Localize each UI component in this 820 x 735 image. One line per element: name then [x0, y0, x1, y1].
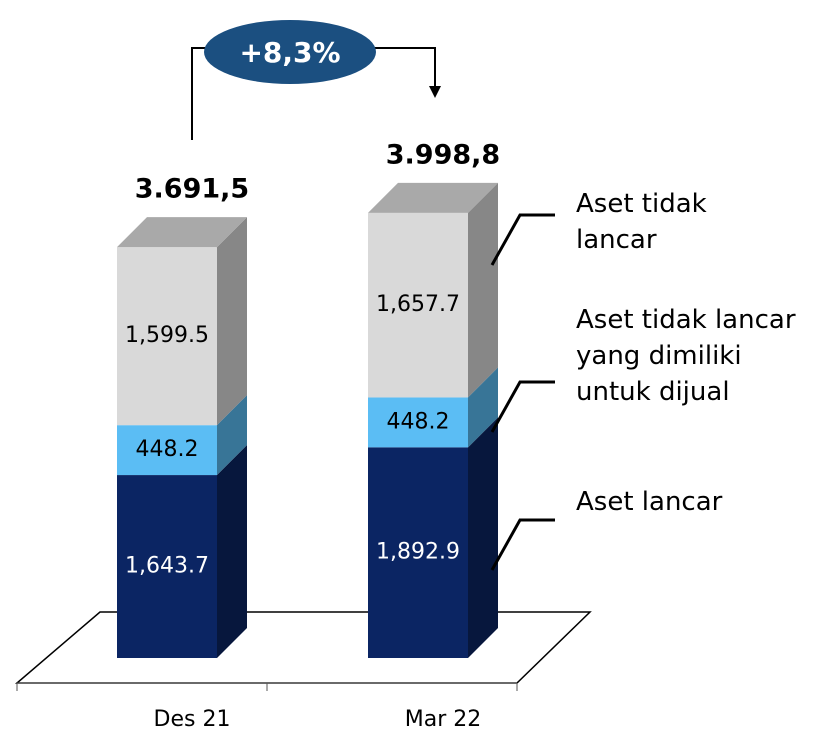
legend-leader — [490, 518, 555, 571]
data-label: 448.2 — [387, 409, 450, 434]
bar-side — [217, 445, 247, 658]
legend-leader — [490, 213, 555, 266]
bar-top — [117, 217, 247, 248]
legend-entry: Aset lancar — [576, 487, 723, 517]
bar-segment — [117, 475, 217, 658]
annotation-badge — [204, 20, 376, 84]
x-tick-label: Mar 22 — [405, 707, 482, 732]
bar-segment — [368, 397, 468, 448]
bar-segment — [117, 247, 217, 426]
bar-side — [468, 367, 498, 448]
legend-entry: Aset tidak lancar yang dimiliki untuk di… — [576, 305, 796, 407]
total-label: 3.998,8 — [386, 139, 500, 170]
legend-leader — [490, 380, 555, 433]
bar-segment — [368, 447, 468, 658]
data-label: 1,892.9 — [376, 540, 460, 565]
bars — [117, 182, 498, 658]
bar-segment — [368, 212, 468, 398]
annotation: +8,3% — [239, 36, 340, 69]
connector — [365, 47, 436, 88]
legend-entry: Aset tidak lancar — [576, 189, 707, 255]
total-label: 3.691,5 — [135, 174, 249, 205]
bar-side — [468, 417, 498, 658]
bar-side — [217, 217, 247, 426]
x-tick-label: Des 21 — [154, 707, 231, 732]
bar-side — [217, 395, 247, 476]
bar-segment — [117, 425, 217, 476]
data-label: 1,643.7 — [125, 554, 209, 579]
bar-side — [468, 182, 498, 398]
floor — [14, 611, 592, 684]
data-label: 1,657.7 — [376, 292, 460, 317]
data-label: 448.2 — [136, 437, 199, 462]
bar-top — [368, 182, 498, 213]
arrowhead — [429, 86, 441, 98]
data-label: 1,599.5 — [125, 323, 209, 348]
